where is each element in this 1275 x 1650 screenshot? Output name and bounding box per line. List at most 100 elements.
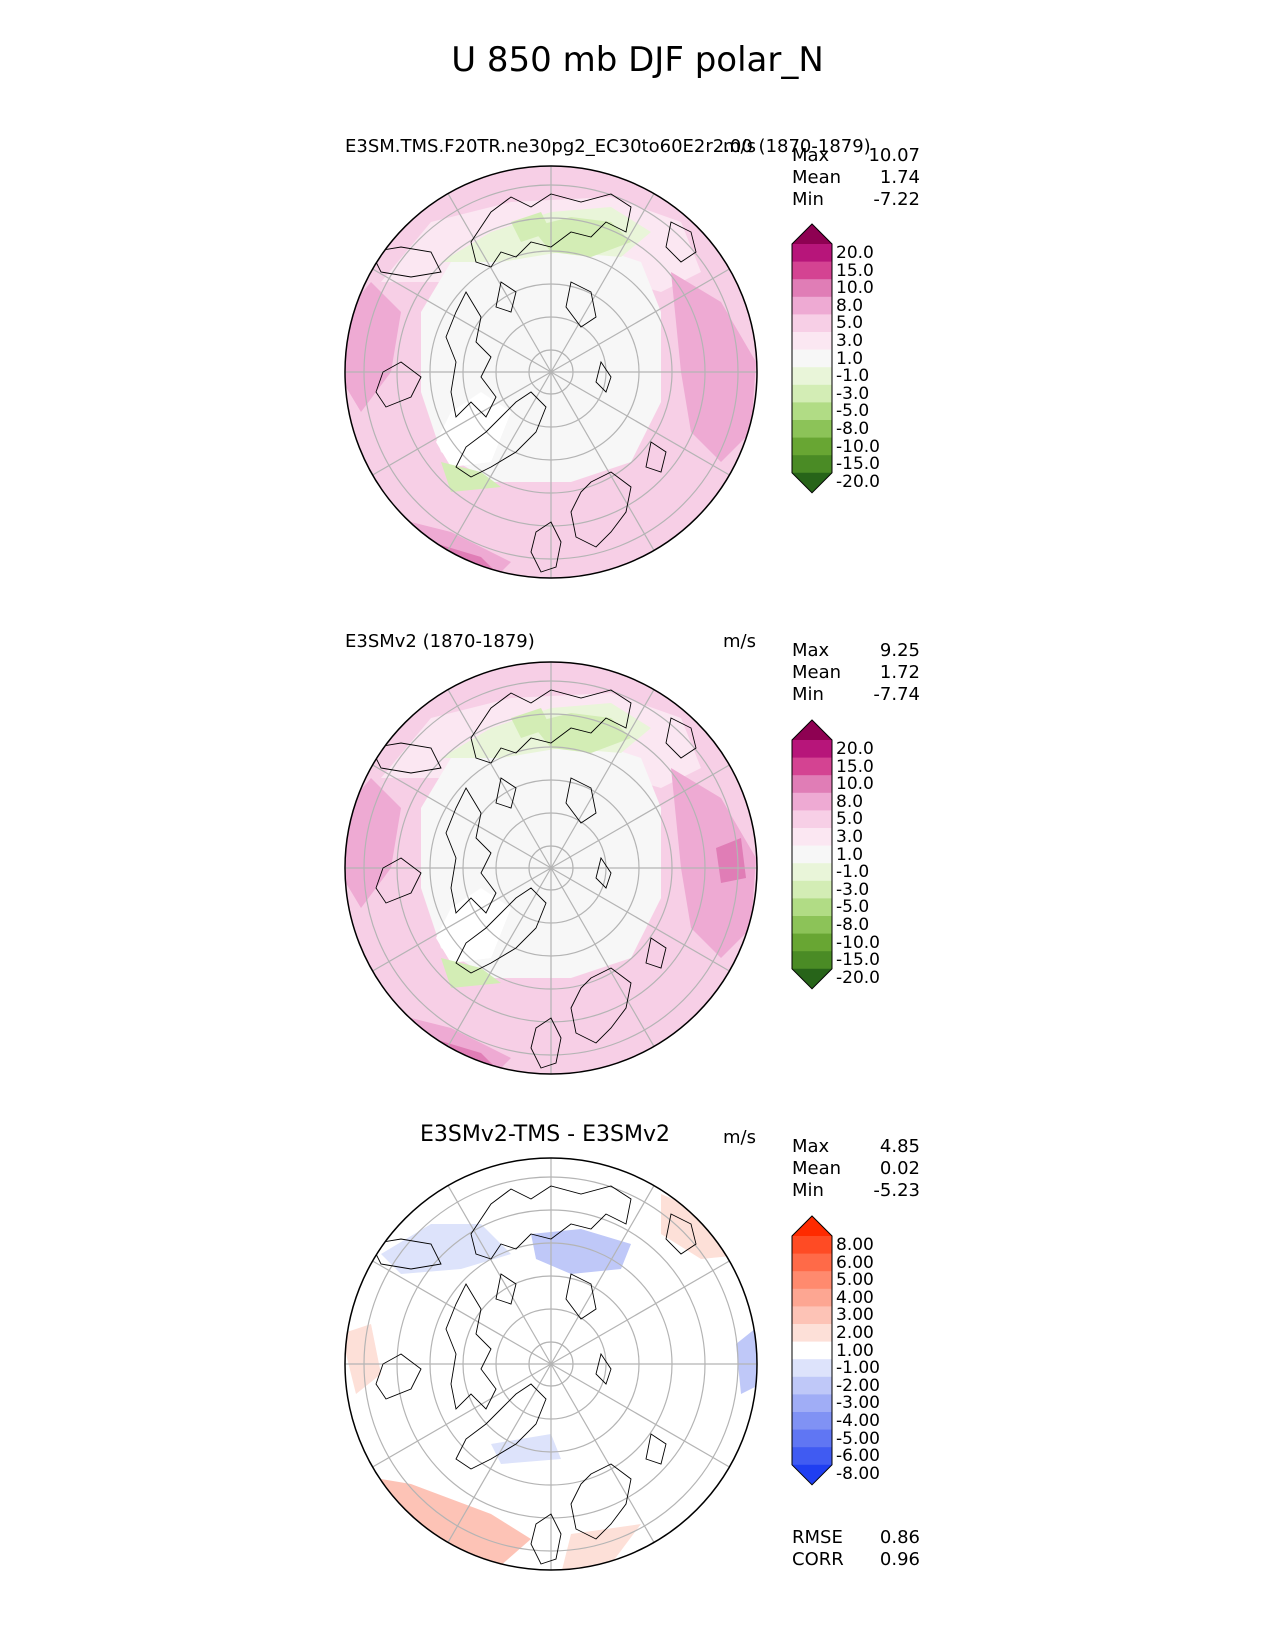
stat-min-value: -7.74 (873, 684, 920, 705)
wind-region (531, 713, 631, 753)
wind-region (531, 217, 631, 257)
colorbar-tick-label: -1.0 (836, 366, 870, 387)
colorbar-segment (792, 332, 832, 350)
colorbar-tick-label: -10.0 (836, 436, 880, 457)
colorbar-tick-label: 5.0 (836, 313, 864, 334)
colorbar-segment (792, 898, 832, 917)
stat-min-label: Min (792, 1180, 824, 1201)
colorbar-segment (792, 1359, 832, 1378)
graticule (345, 1158, 757, 1570)
colorbar-outline (791, 223, 833, 494)
colorbar-extend-top (792, 720, 832, 740)
anomaly-positive-region (561, 1524, 641, 1570)
colorbar-segment (792, 880, 832, 899)
colorbar-labels: 20.0 15.0 10.0 8.0 5.0 3.0 1.0 -1.0 -3.0 -5.0 -8.0… (836, 739, 880, 987)
colorbar-tick-label: -5.0 (836, 897, 870, 918)
coastlines (370, 1185, 697, 1565)
colorbar-segment (792, 792, 832, 811)
graticule (345, 662, 757, 1074)
colorbar-tick-label: -3.0 (836, 879, 870, 900)
colorbar-extend-bottom (792, 472, 832, 493)
colorbar-segment (792, 1288, 832, 1307)
colorbar-segment (792, 1271, 832, 1290)
panel-title: E3SMv2 (1870-1879) (345, 631, 535, 652)
colorbar-tick-label: 5.00 (836, 1270, 874, 1291)
colorbar-tick-label: -3.00 (836, 1393, 880, 1414)
colorbar (791, 1215, 833, 1486)
stat-min-label: Min (792, 684, 824, 705)
colorbar-tick-label: -6.00 (836, 1446, 880, 1467)
anomaly-positive-region (345, 1324, 381, 1394)
colorbar-segment (792, 775, 832, 794)
colorbar-tick-label: 20.0 (836, 243, 874, 263)
graticule (345, 166, 757, 578)
stat-min-label: Min (792, 189, 824, 210)
colorbar-tick-label: 4.00 (836, 1287, 874, 1308)
colorbar-extend-bottom (792, 968, 832, 989)
colorbar-tick-label: -10.0 (836, 932, 880, 953)
colorbar-tick-label: 1.0 (836, 348, 864, 369)
stat-max-label: Max (792, 640, 830, 661)
coastlines (370, 689, 697, 1069)
colorbar-tick-label: -5.0 (836, 401, 870, 422)
polar-map (344, 1157, 758, 1571)
colorbar-tick-label: 2.00 (836, 1322, 874, 1343)
colorbar-tick-label: -1.0 (836, 862, 870, 883)
wind-region (671, 768, 756, 958)
colorbar-tick-label: 10.0 (836, 278, 874, 299)
colorbar-tick-label: -20.0 (836, 471, 880, 492)
colorbar-segment (792, 1253, 832, 1272)
colorbar-tick-label: 6.00 (836, 1252, 874, 1273)
colorbar-tick-label: -3.0 (836, 383, 870, 404)
corr-value: 0.96 (879, 1549, 920, 1570)
panel-test: E3SM.TMS.F20TR.ne30pg2_EC30to60E2r2.00 (… (0, 0, 1275, 579)
colorbar-segment (792, 740, 832, 758)
colorbar-tick-label: -4.00 (836, 1410, 880, 1431)
colorbar-tick-label: 10.0 (836, 774, 874, 795)
colorbar-segment (792, 1447, 832, 1466)
colorbar-tick-label: 3.0 (836, 826, 864, 847)
colorbar-segment (792, 279, 832, 298)
panel-title: E3SM.TMS.F20TR.ne30pg2_EC30to60E2r2.00 (… (345, 136, 871, 157)
coastlines (370, 193, 697, 573)
wind-region (345, 282, 401, 412)
stats-box: Max 4.85 Mean 0.02 Min -5.23 (792, 1136, 920, 1202)
colorbar-segment (792, 1324, 832, 1342)
colorbar-tick-label: 15.0 (836, 756, 874, 777)
stat-mean-label: Mean (792, 1158, 842, 1179)
anomaly-negative-region (736, 1324, 757, 1394)
map-boundary (344, 661, 758, 1075)
stat-max-label: Max (792, 145, 830, 166)
colorbar-tick-label: 8.00 (836, 1235, 874, 1255)
figure-title: U 850 mb DJF polar_N (451, 40, 824, 80)
map-boundary (344, 165, 758, 579)
colorbar-segment (792, 845, 832, 864)
colorbar-tick-label: 1.00 (836, 1340, 874, 1361)
colorbar-tick-label: 20.0 (836, 739, 874, 759)
rmse-value: 0.86 (879, 1527, 920, 1548)
stat-mean-value: 1.74 (879, 167, 920, 188)
colorbar-tick-label: -1.00 (836, 1358, 880, 1379)
colorbar-segment (792, 863, 832, 882)
colorbar-segment (792, 261, 832, 280)
colorbar-segment (792, 757, 832, 776)
colorbar (791, 223, 833, 494)
colorbar-segment (792, 933, 832, 952)
colorbar-segment (792, 1341, 832, 1360)
colorbar-segment (792, 828, 832, 846)
colorbar-segment (792, 384, 832, 403)
wind-region (671, 272, 756, 462)
colorbar-segment (792, 244, 832, 262)
panel-units: m/s (723, 631, 756, 652)
panel-title: E3SMv2-TMS - E3SMv2 (420, 1122, 670, 1147)
colorbar-segment (792, 455, 832, 474)
stat-min-value: -7.22 (873, 189, 920, 210)
stats-box: Max 9.25 Mean 1.72 Min -7.74 (792, 640, 920, 706)
colorbar-segment (792, 1412, 832, 1430)
stat-mean-label: Mean (792, 167, 842, 188)
colorbar-segment (792, 402, 832, 421)
colorbar-tick-label: 5.0 (836, 809, 864, 830)
colorbar-extend-top (792, 224, 832, 244)
stat-mean-label: Mean (792, 662, 842, 683)
stat-max-value: 10.07 (868, 145, 920, 166)
